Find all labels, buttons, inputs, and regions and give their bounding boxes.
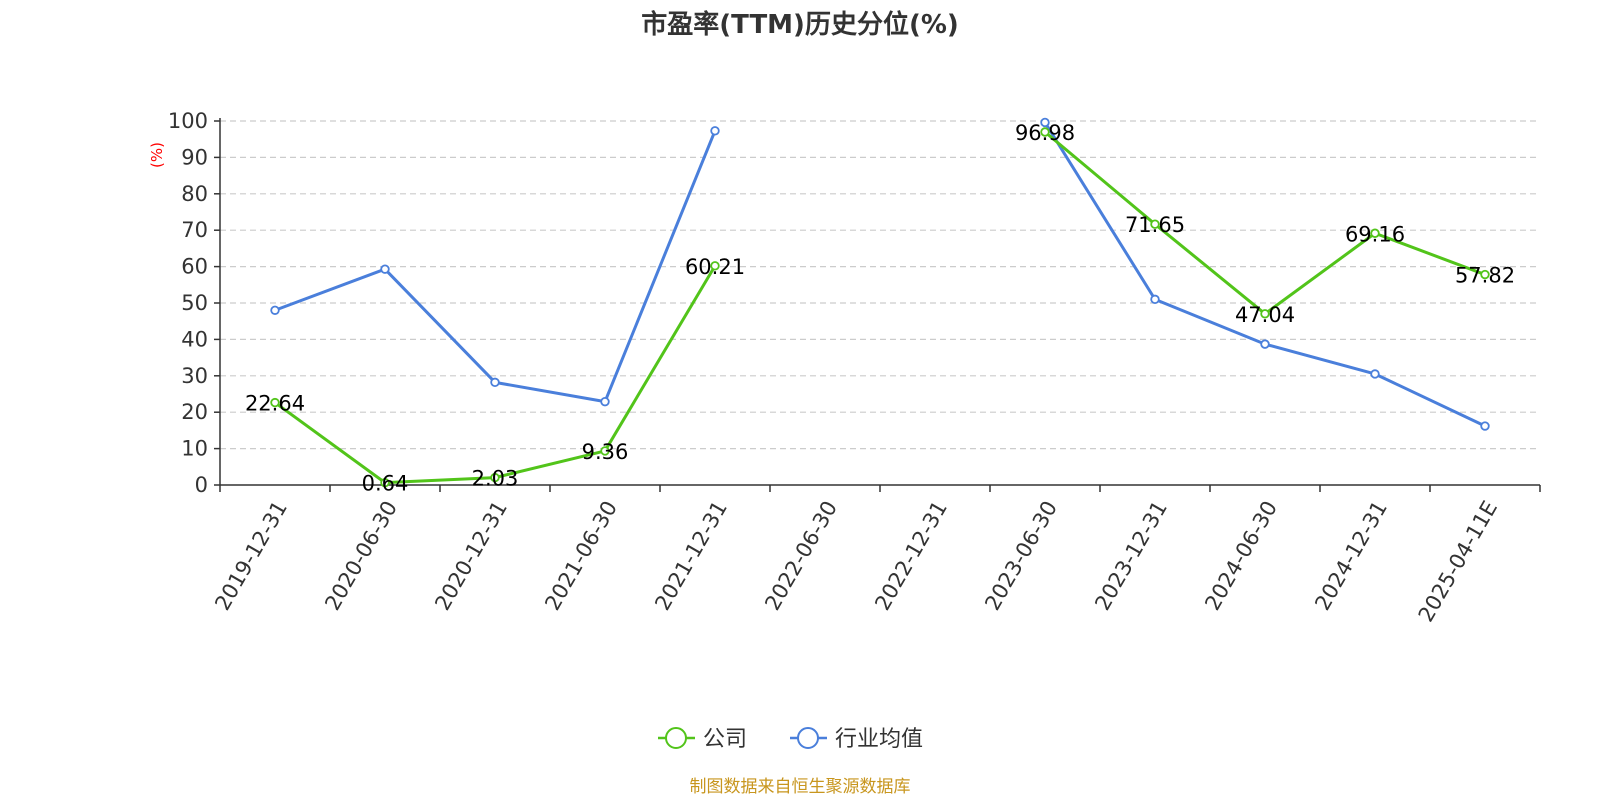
data-point bbox=[600, 446, 610, 456]
data-point bbox=[270, 305, 280, 315]
y-axis-unit-label: (%) bbox=[148, 142, 166, 168]
series-line bbox=[1043, 121, 1486, 428]
y-tick-label: 100 bbox=[168, 109, 208, 133]
data-label: 57.82 bbox=[1455, 264, 1515, 288]
x-tick-label: 2019-12-31 bbox=[210, 497, 292, 615]
y-tick-label: 30 bbox=[181, 364, 208, 388]
data-label: 22.64 bbox=[245, 392, 305, 416]
data-point bbox=[490, 472, 500, 483]
series-line bbox=[274, 265, 717, 485]
x-tick-label: 2022-12-31 bbox=[870, 497, 952, 615]
series-layer: 22.64 0.64 2.03 9.36 60.21 96.98 71.65 47.04 69.… bbox=[245, 117, 1515, 496]
data-point bbox=[600, 396, 610, 407]
legend-marker-icon bbox=[665, 727, 687, 749]
y-tick-label: 0 bbox=[195, 473, 208, 497]
data-point bbox=[1370, 369, 1380, 379]
data-point bbox=[710, 261, 720, 271]
data-point bbox=[1260, 339, 1270, 349]
x-tick-label: 2023-06-30 bbox=[980, 497, 1062, 615]
y-tick-label: 20 bbox=[181, 400, 208, 424]
chart-title: 市盈率(TTM)历史分位(%) bbox=[641, 9, 959, 40]
y-tick-label: 70 bbox=[181, 218, 208, 242]
legend[interactable]: 公司 行业均值 bbox=[658, 727, 923, 752]
y-tick-label: 50 bbox=[181, 291, 208, 315]
y-tick-label: 90 bbox=[181, 145, 208, 169]
y-tick-label: 10 bbox=[181, 437, 208, 461]
source-note: 制图数据来自恒生聚源数据库 bbox=[690, 777, 911, 797]
data-point bbox=[1040, 127, 1050, 137]
y-tick-label: 80 bbox=[181, 182, 208, 206]
data-point bbox=[1370, 228, 1380, 238]
grid-lines bbox=[220, 120, 1540, 450]
x-tick-label: 2021-06-30 bbox=[540, 497, 622, 615]
y-tick-label: 40 bbox=[181, 327, 208, 351]
data-point bbox=[490, 377, 500, 388]
x-tick-label: 2020-06-30 bbox=[320, 497, 402, 615]
series-line bbox=[1044, 130, 1486, 316]
data-point bbox=[270, 397, 280, 408]
axes: 0 10 20 30 40 50 60 70 80 90 100 2019-12-31 2020-06-… bbox=[168, 109, 1541, 626]
data-label: 0.64 bbox=[362, 472, 409, 496]
data-label: 9.36 bbox=[582, 440, 629, 464]
data-point bbox=[1150, 219, 1160, 229]
data-point bbox=[710, 126, 720, 136]
data-point bbox=[1260, 309, 1270, 319]
data-point bbox=[1480, 421, 1490, 431]
legend-marker-icon bbox=[797, 727, 819, 749]
y-tick-label: 60 bbox=[181, 255, 208, 279]
x-tick-label: 2022-06-30 bbox=[760, 497, 842, 615]
data-label: 71.65 bbox=[1125, 213, 1185, 237]
data-label: 60.21 bbox=[685, 255, 745, 279]
data-point bbox=[1480, 269, 1490, 280]
data-label: 47.04 bbox=[1235, 303, 1295, 327]
legend-item-industry-average[interactable]: 行业均值 bbox=[790, 727, 923, 752]
x-tick-label: 2025-04-11E bbox=[1414, 497, 1502, 626]
x-tick-label: 2023-12-31 bbox=[1090, 497, 1172, 615]
series-industry-average bbox=[270, 117, 1490, 431]
x-tick-label: 2020-12-31 bbox=[430, 497, 512, 615]
legend-label: 行业均值 bbox=[835, 727, 923, 752]
legend-item-company[interactable]: 公司 bbox=[658, 727, 747, 752]
data-point bbox=[380, 477, 390, 488]
x-tick-label: 2021-12-31 bbox=[650, 497, 732, 615]
data-point bbox=[1040, 117, 1050, 128]
data-label: 96.98 bbox=[1015, 121, 1075, 145]
data-label: 69.16 bbox=[1345, 222, 1405, 246]
legend-label: 公司 bbox=[703, 727, 747, 752]
x-tick-label: 2024-06-30 bbox=[1200, 497, 1282, 615]
data-point bbox=[380, 264, 390, 274]
data-point bbox=[1150, 294, 1160, 305]
x-tick-label: 2024-12-31 bbox=[1310, 497, 1392, 615]
series-company: 22.64 0.64 2.03 9.36 60.21 96.98 71.65 47.04 69.… bbox=[245, 121, 1515, 496]
data-label: 2.03 bbox=[472, 467, 519, 491]
